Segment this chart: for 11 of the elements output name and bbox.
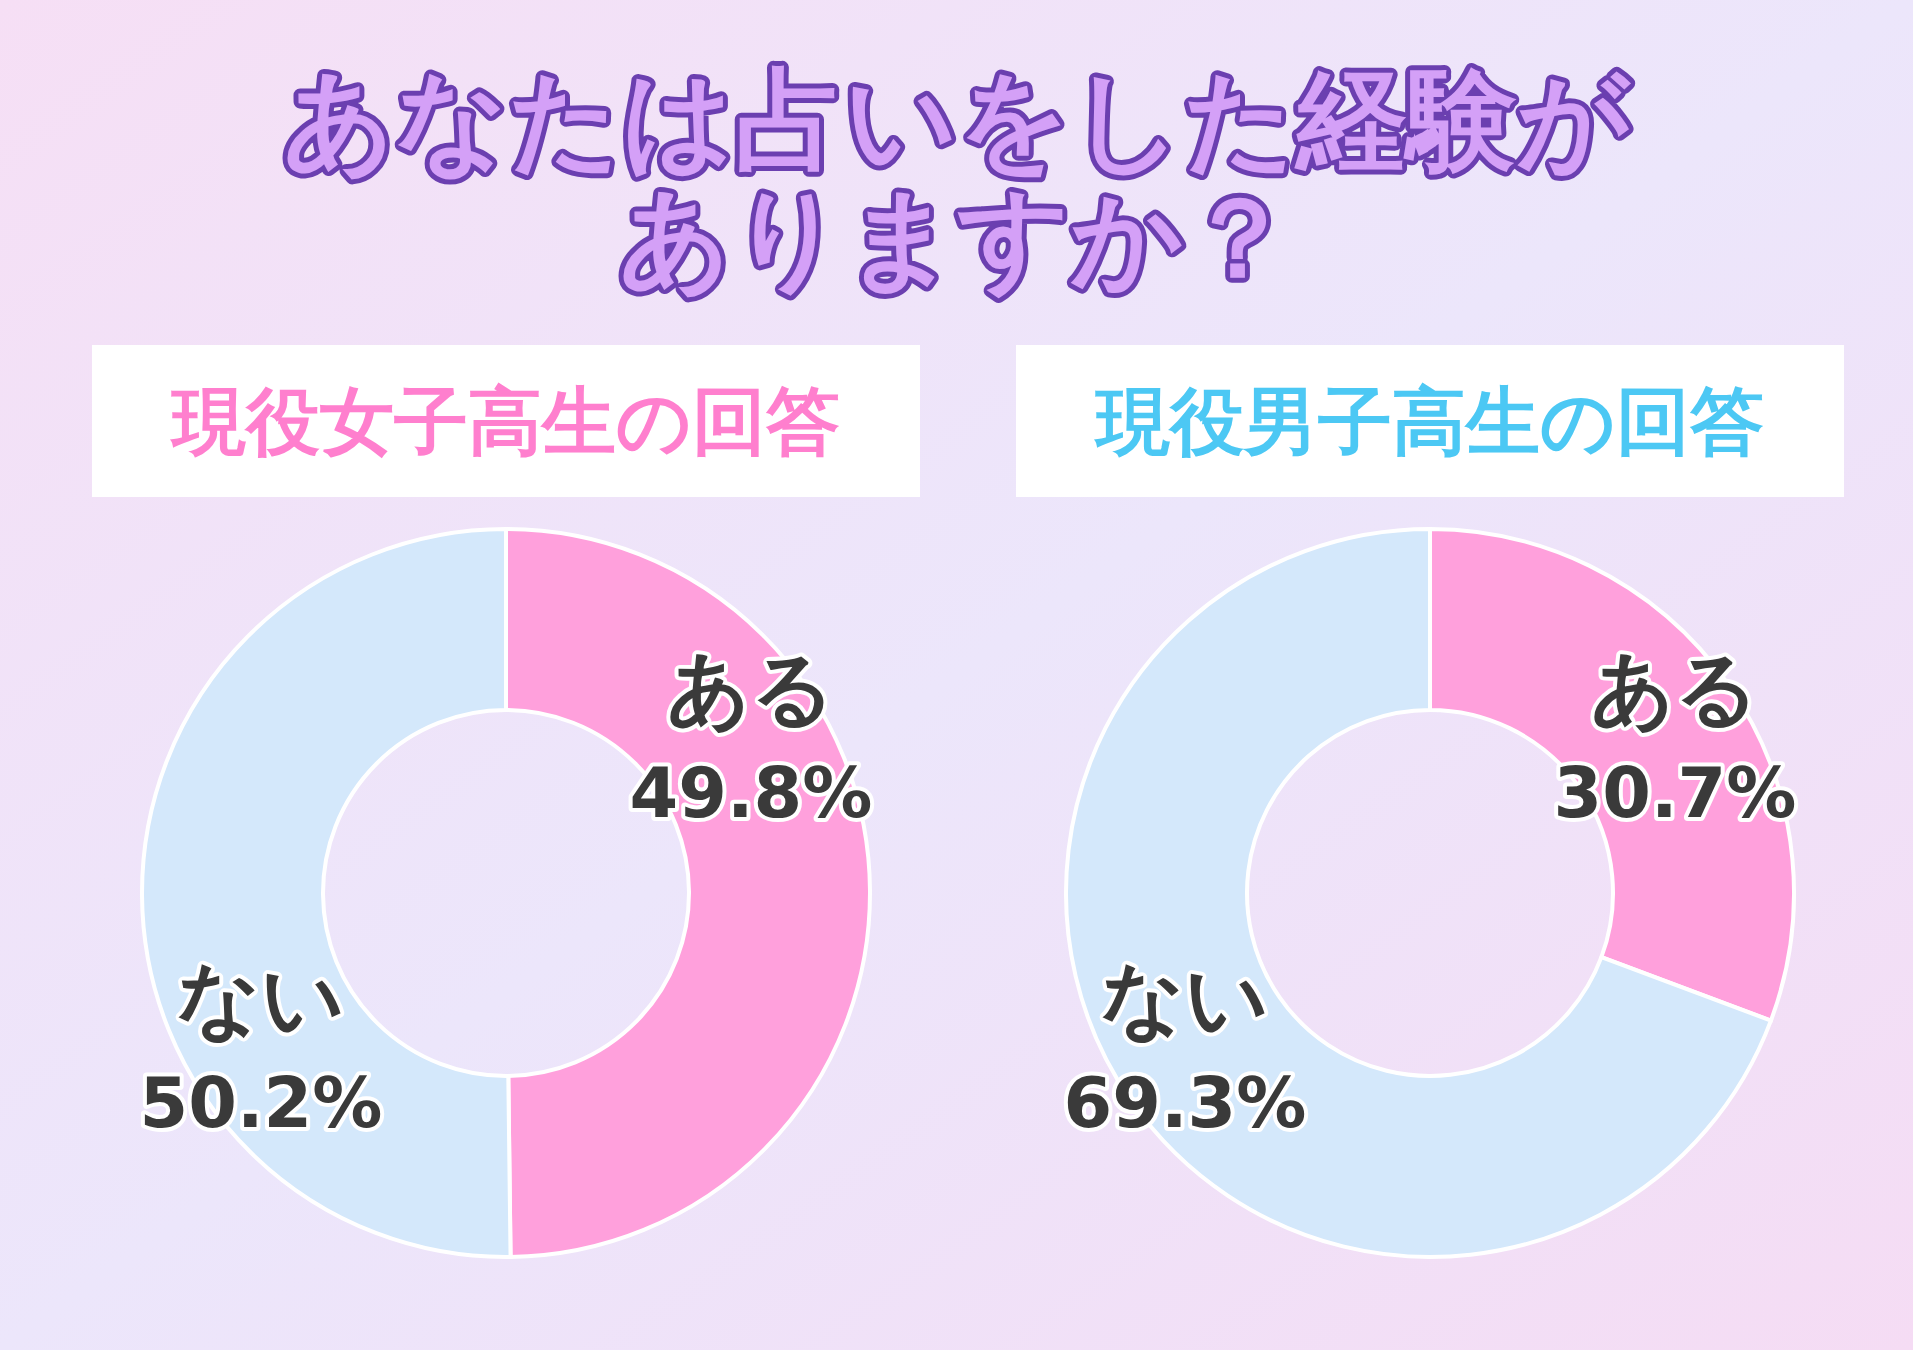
chart-title: 現役女子高生の回答: [169, 378, 840, 464]
slice-label: ある: [1591, 640, 1759, 736]
slice-label: ない: [1101, 950, 1269, 1046]
chart-title: 現役男子高生の回答: [1093, 378, 1764, 464]
text: あなたは占いをした経験がありますか？: [282, 56, 1631, 302]
data-label: 69.3%: [1063, 1062, 1307, 1144]
slice-label: ある: [667, 640, 835, 736]
slice-label: ない: [177, 950, 345, 1046]
data-label: 50.2%: [139, 1062, 383, 1144]
data-label: 49.8%: [629, 752, 873, 834]
data-label: 30.7%: [1553, 752, 1797, 834]
